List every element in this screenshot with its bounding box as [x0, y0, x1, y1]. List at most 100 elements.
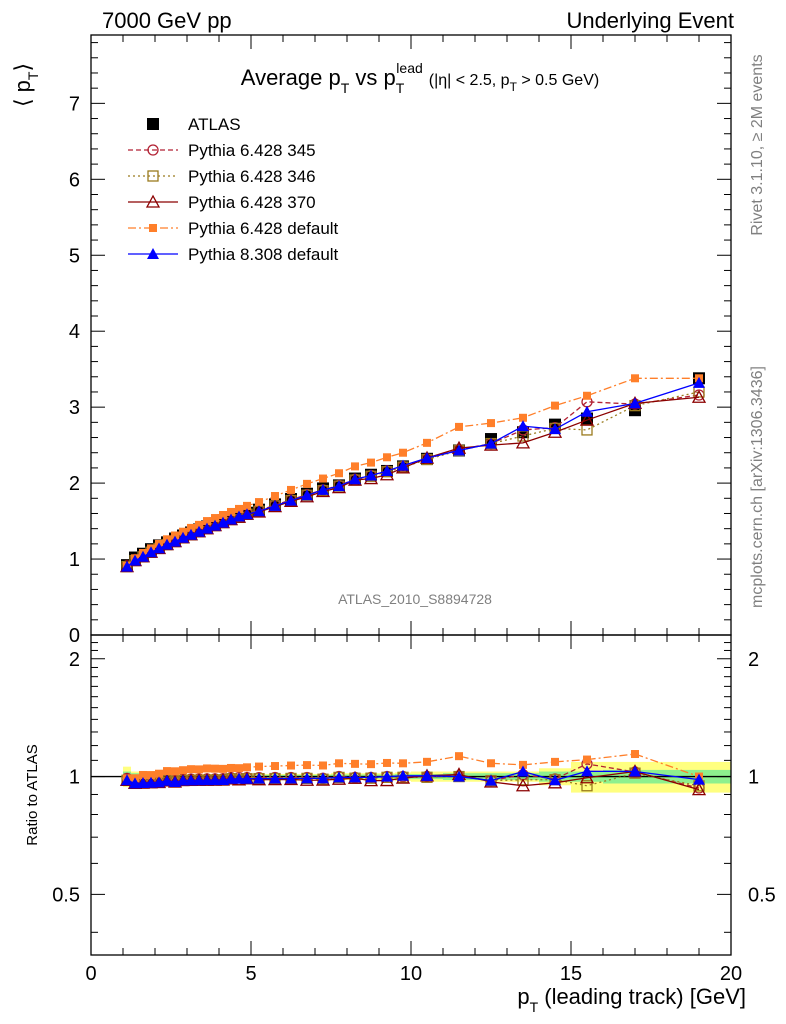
series-point-ratio-3 [455, 752, 463, 761]
series-point-main-4 [129, 554, 141, 566]
series-point-main-2 [691, 389, 707, 403]
title-main-sub: T [341, 80, 350, 96]
series-point-main-4 [121, 560, 133, 572]
series-point-ratio-4 [381, 770, 393, 782]
series-point-ratio-3 [171, 767, 179, 776]
series-point-main-3 [487, 419, 495, 428]
series-point-main-3 [423, 438, 431, 447]
series-point-main-3 [243, 501, 251, 510]
ylabel-top-end: ⟩ [10, 63, 35, 72]
series-point-main-3 [187, 523, 195, 532]
main-y-axis-label: ⟨ pT⟩ [10, 63, 41, 107]
series-point-main-3 [303, 479, 311, 488]
analysis-id: ATLAS_2010_S8894728 [338, 591, 492, 607]
series-point-main-4 [629, 397, 641, 409]
ratio-plot-frame [90, 634, 732, 956]
series-point-ratio-4 [185, 774, 197, 786]
plot-title: Average pT vs pTlead(|η| < 2.5, pT > 0.5… [241, 60, 599, 96]
main-y-tick-label: 0 [69, 625, 80, 647]
x-tick-label: 20 [720, 963, 742, 985]
header-left-text: 7000 GeV pp [102, 8, 232, 33]
series-point-main-3 [227, 507, 235, 516]
series-line-ratio-4 [126, 770, 700, 785]
series-point-ratio-4 [453, 770, 465, 782]
xlabel-sub: T [530, 999, 539, 1015]
series-point-main-3 [367, 458, 375, 467]
main-y-tick-label: 3 [69, 397, 80, 419]
series-point-main-4 [693, 376, 705, 388]
series-point-main-3 [583, 391, 591, 400]
legend-marker-0 [147, 144, 159, 156]
series-point-ratio-3 [227, 763, 235, 772]
series-point-main-3 [351, 462, 359, 471]
series-point-ratio-4 [145, 776, 157, 788]
series-point-ratio-3 [163, 767, 171, 776]
series-point-ratio-4 [225, 772, 237, 784]
ylabel-top-sub: T [25, 71, 41, 80]
series-point-ratio-3 [243, 763, 251, 772]
legend: ATLAS Pythia 6.428 345 Pythia 6.428 346 Pyt… [128, 115, 339, 264]
series-point-main-4 [485, 437, 497, 449]
series-point-ratio-3 [303, 761, 311, 770]
title-cut-end: > 0.5 GeV) [517, 72, 599, 89]
series-point-main-4 [397, 459, 409, 471]
series-point-main-4 [317, 483, 329, 495]
series-point-ratio-3 [367, 760, 375, 769]
title-vs-sup: lead [396, 60, 422, 76]
series-point-main-4 [285, 494, 297, 506]
series-point-ratio-4 [209, 774, 221, 786]
series-point-main-3 [211, 514, 219, 523]
series-point-ratio-3 [319, 761, 327, 770]
axes: 0 5 10 15 20 0 1 2 3 4 5 6 7 0.5 0.5 1 1 2 2 [52, 35, 776, 985]
series-point-main-3 [455, 422, 463, 431]
x-tick-label: 0 [85, 963, 96, 985]
series-point-main-3 [319, 474, 327, 483]
series-point-main-3 [203, 517, 211, 526]
legend-marker-atlas [147, 118, 159, 130]
series-point-ratio-3 [211, 764, 219, 773]
series-line-main-3 [126, 377, 699, 567]
series-point-main-4 [269, 499, 281, 511]
series-point-ratio-2 [579, 770, 595, 784]
ratio-y-tick-label-left: 1 [69, 767, 80, 789]
series-point-main-4 [333, 480, 345, 492]
series-point-main-3 [399, 448, 407, 457]
series-point-main-3 [335, 469, 343, 478]
series-point-main-4 [193, 525, 205, 537]
series-point-main-4 [581, 405, 593, 417]
series-point-main-2 [515, 435, 531, 449]
series-point-ratio-3 [219, 764, 227, 773]
series-point-ratio-4 [365, 771, 377, 783]
series-point-main-4 [253, 505, 265, 517]
legend-marker-3 [149, 224, 157, 232]
series-point-main-4 [145, 546, 157, 558]
series-point-ratio-4 [201, 774, 213, 786]
series-point-ratio-3 [179, 766, 187, 775]
series-point-main-3 [519, 413, 527, 422]
series-point-main-3 [383, 453, 391, 462]
series-point-main-3 [287, 485, 295, 494]
series-point-main-4 [177, 531, 189, 543]
series-point-ratio-3 [383, 758, 391, 767]
series-point-main-4 [349, 473, 361, 485]
series-point-main-4 [217, 516, 229, 528]
series-point-main-4 [301, 489, 313, 501]
series-point-ratio-3 [255, 762, 263, 771]
series-point-main-4 [517, 420, 529, 432]
series-point-ratio-3 [195, 765, 203, 774]
series-point-ratio-4 [233, 772, 245, 784]
series-point-main-3 [171, 531, 179, 540]
series-point-main-4 [421, 452, 433, 464]
series-point-ratio-3 [139, 770, 147, 779]
series-point-main-4 [365, 469, 377, 481]
series-point-ratio-3 [551, 757, 559, 766]
series-point-ratio-4 [121, 774, 133, 786]
series-point-main-2 [579, 412, 595, 426]
series-point-ratio-4 [581, 765, 593, 777]
side-text-rivet: Rivet 3.1.10, ≥ 2M events [749, 54, 766, 235]
title-vs-sub: T [396, 80, 405, 96]
x-axis-label: pT (leading track) [GeV] [517, 984, 746, 1015]
series-line-main-0 [126, 394, 700, 567]
legend-label-1: Pythia 6.428 346 [188, 167, 316, 186]
